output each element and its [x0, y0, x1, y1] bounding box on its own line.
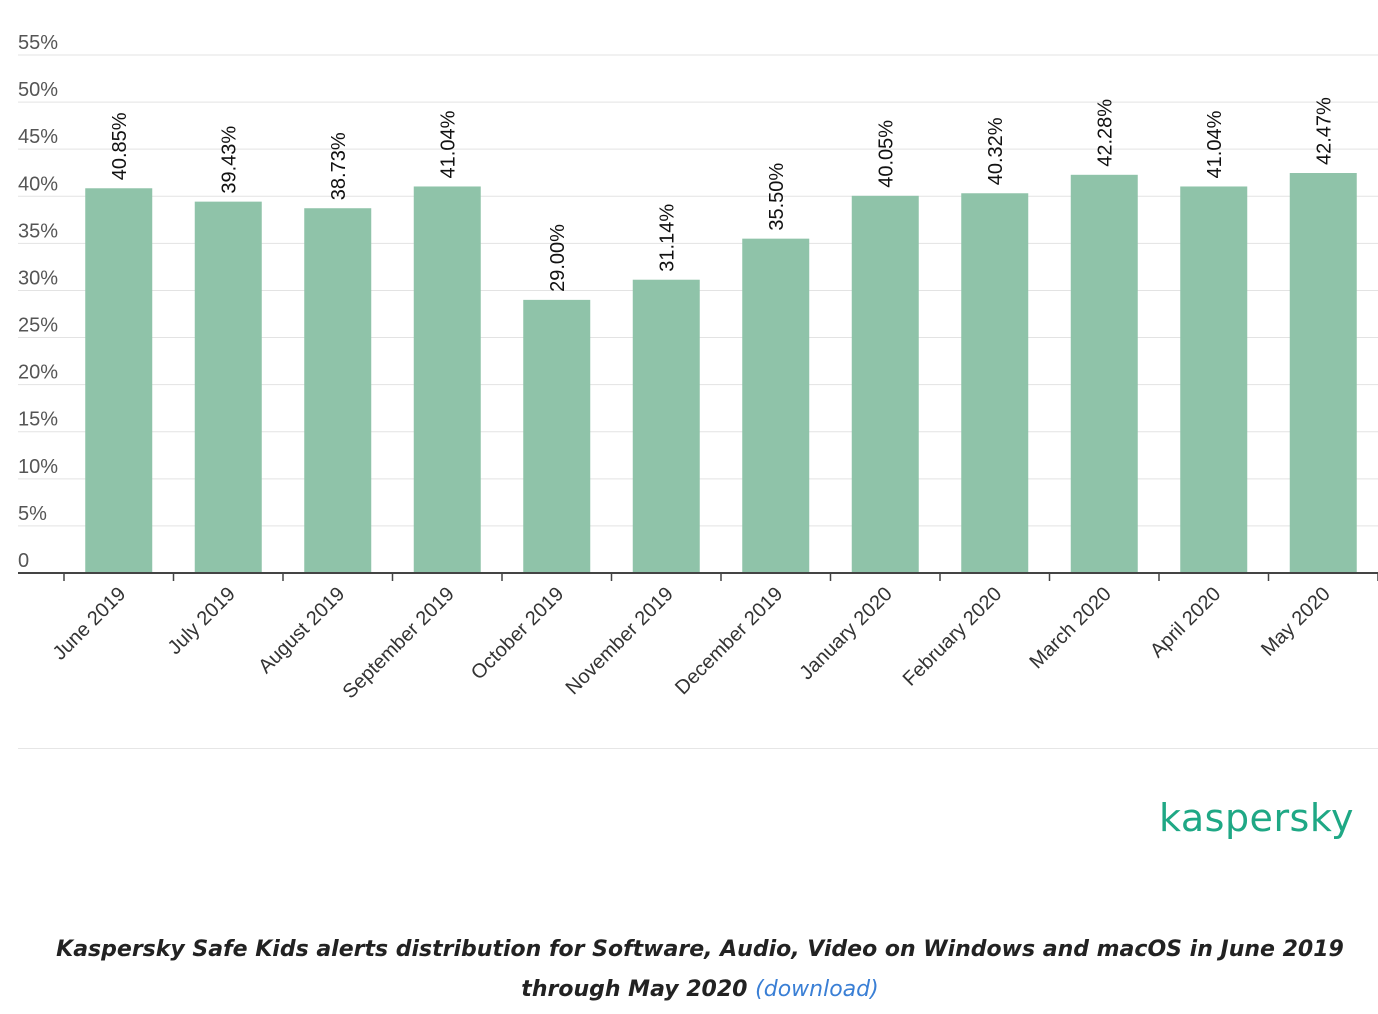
y-tick-label: 45%: [18, 126, 58, 148]
y-tick-label: 55%: [18, 32, 58, 54]
y-tick-label: 15%: [18, 409, 58, 431]
x-tick-label: April 2020: [1146, 583, 1225, 662]
bars: [85, 173, 1357, 574]
x-tick-label: October 2019: [467, 583, 568, 684]
bar: [523, 299, 591, 573]
download-link[interactable]: (download): [755, 977, 879, 1002]
data-label: 41.04%: [1204, 110, 1226, 178]
y-axis-ticks: 0 5% 10% 15% 20% 25% 30% 35% 40% 45% 50% 55%: [18, 32, 58, 572]
y-tick-label: 20%: [18, 362, 58, 384]
y-tick-label: 0: [18, 550, 29, 572]
bar-chart: 0 5% 10% 15% 20% 25% 30% 35% 40% 45% 50% 55% 40.85%…: [18, 32, 1378, 703]
bar: [1289, 173, 1357, 573]
x-tick-label: September 2019: [339, 583, 459, 703]
x-tick-label: June 2019: [49, 583, 131, 665]
footer-divider: [18, 748, 1378, 749]
x-tick-label: December 2019: [671, 583, 787, 699]
data-label: 40.32%: [985, 117, 1007, 185]
data-label: 31.14%: [656, 204, 678, 272]
bar: [1180, 186, 1248, 573]
data-label: 40.05%: [875, 120, 897, 188]
y-tick-label: 25%: [18, 315, 58, 337]
y-tick-label: 50%: [18, 79, 58, 101]
chart-caption: Kaspersky Safe Kids alerts distribution …: [30, 930, 1370, 1010]
caption-text: Kaspersky Safe Kids alerts distribution …: [56, 937, 1344, 1002]
bar: [1070, 174, 1138, 574]
data-label: 39.43%: [218, 126, 240, 194]
bar: [85, 188, 153, 573]
kaspersky-logo: kaspersky: [1159, 796, 1354, 840]
x-tick-label: August 2019: [254, 583, 349, 678]
logo-text: kaspersky: [1159, 796, 1354, 840]
bar: [632, 279, 700, 573]
x-tick-label: February 2020: [899, 583, 1007, 691]
data-label: 35.50%: [766, 163, 788, 231]
x-tick-label: July 2019: [164, 583, 240, 659]
bar: [194, 201, 262, 573]
bar: [851, 195, 919, 573]
data-label: 42.28%: [1094, 99, 1116, 167]
data-label: 42.47%: [1313, 97, 1335, 165]
y-tick-label: 35%: [18, 220, 58, 242]
data-label: 29.00%: [547, 224, 569, 292]
x-tick-label: May 2020: [1257, 583, 1335, 661]
x-tick-label: March 2020: [1026, 583, 1116, 673]
y-tick-label: 40%: [18, 173, 58, 195]
data-label: 40.85%: [109, 112, 131, 180]
bar: [413, 186, 481, 573]
y-tick-label: 10%: [18, 456, 58, 478]
y-tick-label: 5%: [18, 503, 47, 525]
x-tick-label: November 2019: [562, 583, 678, 699]
y-tick-label: 30%: [18, 267, 58, 289]
bar: [961, 193, 1029, 573]
bar: [304, 208, 372, 573]
data-label: 41.04%: [437, 110, 459, 178]
bar: [742, 238, 810, 573]
x-tick-label: January 2020: [796, 583, 897, 684]
data-labels: 40.85% 39.43% 38.73% 41.04% 29.00% 31.14% 35.5…: [109, 97, 1336, 292]
data-label: 38.73%: [328, 132, 350, 200]
